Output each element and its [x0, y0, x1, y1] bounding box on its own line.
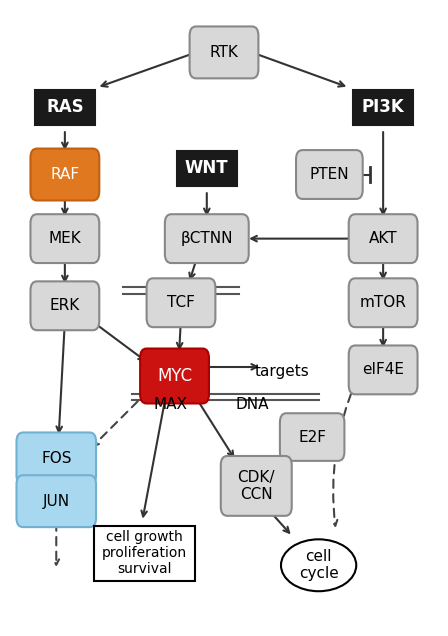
Text: RTK: RTK [210, 45, 238, 60]
FancyBboxPatch shape [140, 349, 209, 403]
FancyBboxPatch shape [17, 432, 96, 485]
Text: RAS: RAS [46, 99, 84, 116]
Text: cell
cycle: cell cycle [299, 549, 339, 581]
Text: MEK: MEK [48, 231, 81, 246]
Text: DNA: DNA [235, 398, 269, 412]
Text: TCF: TCF [167, 295, 195, 310]
FancyBboxPatch shape [349, 214, 418, 263]
FancyBboxPatch shape [94, 525, 195, 581]
FancyBboxPatch shape [280, 413, 345, 461]
Text: CDK/
CCN: CDK/ CCN [237, 470, 275, 502]
FancyBboxPatch shape [146, 279, 215, 327]
Text: PTEN: PTEN [310, 167, 349, 182]
FancyBboxPatch shape [30, 149, 99, 200]
Text: MYC: MYC [157, 367, 192, 385]
Text: FOS: FOS [41, 451, 72, 466]
Text: targets: targets [254, 364, 310, 379]
FancyBboxPatch shape [353, 90, 413, 125]
FancyBboxPatch shape [190, 27, 258, 78]
FancyBboxPatch shape [296, 150, 363, 199]
Text: AKT: AKT [369, 231, 397, 246]
FancyBboxPatch shape [17, 475, 96, 527]
FancyBboxPatch shape [165, 214, 249, 263]
Text: cell growth
proliferation
survival: cell growth proliferation survival [102, 530, 187, 576]
FancyBboxPatch shape [177, 151, 237, 186]
FancyBboxPatch shape [349, 345, 418, 394]
Text: RAF: RAF [50, 167, 79, 182]
Text: MAX: MAX [153, 398, 187, 412]
FancyBboxPatch shape [35, 90, 95, 125]
Text: ERK: ERK [50, 298, 80, 314]
Text: mTOR: mTOR [360, 295, 407, 310]
Text: E2F: E2F [298, 429, 326, 445]
FancyBboxPatch shape [30, 214, 99, 263]
FancyBboxPatch shape [221, 456, 292, 516]
FancyBboxPatch shape [30, 281, 99, 330]
Text: eIF4E: eIF4E [362, 363, 404, 377]
Text: WNT: WNT [185, 160, 228, 177]
Text: JUN: JUN [43, 494, 70, 509]
Text: PI3K: PI3K [362, 99, 405, 116]
FancyBboxPatch shape [349, 279, 418, 327]
Ellipse shape [281, 539, 356, 591]
Text: βCTNN: βCTNN [181, 231, 233, 246]
